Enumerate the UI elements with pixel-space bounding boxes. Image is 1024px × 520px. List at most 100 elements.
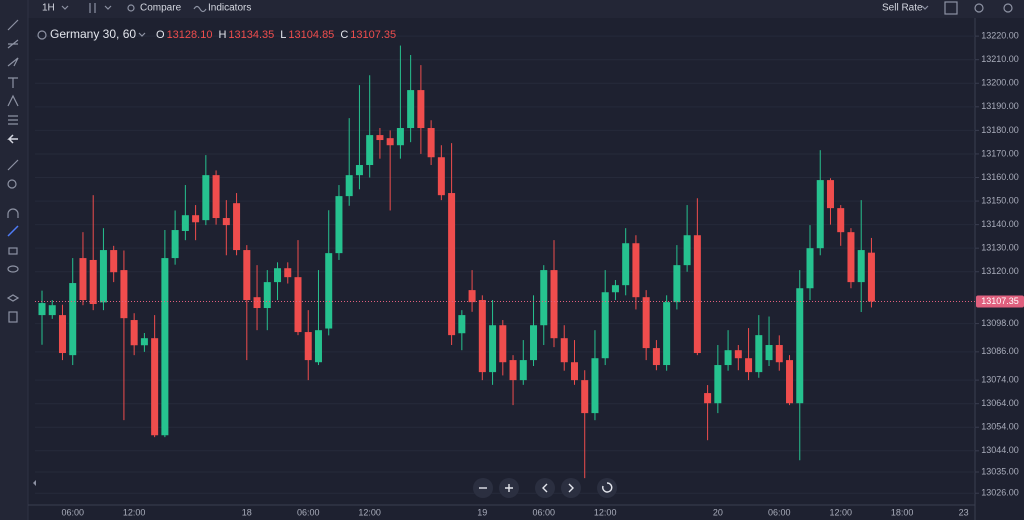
compare-icon[interactable]: [127, 4, 135, 12]
stay-drawing-tool[interactable]: [7, 225, 19, 237]
indicators-icon[interactable]: [193, 5, 207, 13]
toolbar: [0, 0, 1024, 18]
candle-body: [704, 393, 712, 404]
candle-body: [489, 325, 497, 373]
layers-tool[interactable]: [6, 294, 20, 302]
y-tick-label: 13064.00: [981, 398, 1019, 408]
screenshot-icon[interactable]: [1003, 3, 1013, 13]
pen-tool[interactable]: [7, 57, 19, 67]
x-tick-label: 12:00: [594, 507, 617, 517]
chart-title: Germany 30, 60: [50, 27, 136, 41]
ohlc-label: C: [340, 29, 348, 41]
candle-body: [110, 250, 118, 273]
x-tick-label: 06:00: [297, 507, 320, 517]
candle-body: [171, 230, 179, 259]
trash-tool[interactable]: [8, 311, 18, 323]
scroll-right-icon[interactable]: [568, 483, 574, 493]
candle-body: [663, 302, 671, 366]
candle-body: [611, 285, 619, 293]
y-tick-label: 13044.00: [981, 445, 1019, 455]
interval[interactable]: 1H: [42, 3, 55, 14]
y-tick-label: 13120.00: [981, 266, 1019, 276]
candle-body: [243, 250, 251, 301]
candle-body: [448, 193, 456, 336]
x-tick-label: 06:00: [532, 507, 555, 517]
rate-selector[interactable]: Sell Rate: [882, 3, 923, 14]
candle-body: [857, 250, 865, 283]
candle-body: [570, 362, 578, 381]
y-tick-label: 13026.00: [981, 488, 1019, 498]
candle-body: [652, 348, 660, 366]
chart-type-icon[interactable]: [89, 3, 96, 13]
candle-body: [499, 325, 507, 363]
zoom-in-icon[interactable]: [505, 484, 513, 492]
candle-body: [816, 180, 824, 249]
collapse-icon[interactable]: [33, 480, 36, 486]
ohlc-value: 13104.85: [288, 29, 334, 41]
candle-body: [58, 315, 66, 354]
y-tick-label: 13180.00: [981, 125, 1019, 135]
measure-tool[interactable]: [7, 159, 19, 171]
candle-body: [734, 350, 742, 359]
candle-body: [530, 325, 538, 361]
zoom-tool[interactable]: [7, 179, 17, 189]
dropdown-icon[interactable]: [61, 5, 69, 10]
candle-body: [437, 157, 445, 196]
ohlc-label: L: [280, 29, 286, 41]
candle-body: [601, 292, 609, 359]
reset-button[interactable]: [597, 478, 617, 498]
text-tool[interactable]: [8, 77, 18, 88]
pattern-tool[interactable]: [7, 94, 19, 107]
candle-body: [837, 208, 845, 233]
candle-body: [140, 338, 148, 346]
reset-icon[interactable]: [602, 482, 613, 493]
candle-body: [181, 215, 189, 231]
y-tick-label: 13074.00: [981, 375, 1019, 385]
settings-icon[interactable]: [974, 3, 984, 13]
x-tick-label: 18: [242, 507, 252, 517]
dropdown-icon[interactable]: [921, 5, 929, 10]
candle-body: [222, 218, 230, 226]
candle-body: [233, 203, 241, 251]
navigation: [473, 478, 617, 498]
ohlc-header: O 13128.10 H 13134.35 L 13104.85 C 13107.35: [156, 29, 396, 41]
y-tick-label: 13150.00: [981, 195, 1019, 205]
scroll-right-button[interactable]: [561, 478, 581, 498]
magnet-tool[interactable]: [7, 208, 19, 218]
fullscreen-icon[interactable]: [944, 1, 958, 15]
lock-tool[interactable]: [8, 247, 18, 255]
back-tool[interactable]: [7, 134, 18, 144]
candle-body: [263, 282, 271, 309]
compare[interactable]: Compare: [140, 3, 182, 14]
candle-body: [48, 305, 56, 316]
dropdown-icon[interactable]: [104, 5, 112, 10]
x-tick-label: 19: [477, 507, 487, 517]
candle-body: [468, 290, 476, 303]
candle-body: [796, 288, 804, 404]
candle-body: [407, 90, 415, 129]
y-tick-label: 13054.00: [981, 422, 1019, 432]
ohlc-value: 13107.35: [350, 29, 396, 41]
candle-body: [355, 165, 363, 176]
candle-body: [89, 259, 97, 305]
candle-body: [151, 338, 159, 436]
candle-body: [714, 365, 722, 404]
y-tick-label: 13130.00: [981, 243, 1019, 253]
scroll-left-button[interactable]: [535, 478, 555, 498]
forecast-tool[interactable]: [8, 115, 18, 125]
line-tool[interactable]: [7, 19, 19, 31]
fib-tool[interactable]: [7, 39, 19, 49]
candle-body: [745, 358, 753, 373]
dropdown-icon[interactable]: [138, 32, 146, 37]
visibility-tool[interactable]: [7, 265, 19, 273]
candle-body: [632, 243, 640, 298]
last-price-label: 13107.35: [981, 296, 1019, 306]
y-tick-label: 13035.00: [981, 466, 1019, 476]
y-tick-label: 13160.00: [981, 172, 1019, 182]
scroll-left-icon[interactable]: [542, 483, 548, 493]
collapse-icon[interactable]: [37, 30, 47, 40]
indicators[interactable]: Indicators: [208, 3, 251, 14]
last-price-badge: [976, 295, 1024, 308]
candle-body: [755, 335, 763, 373]
